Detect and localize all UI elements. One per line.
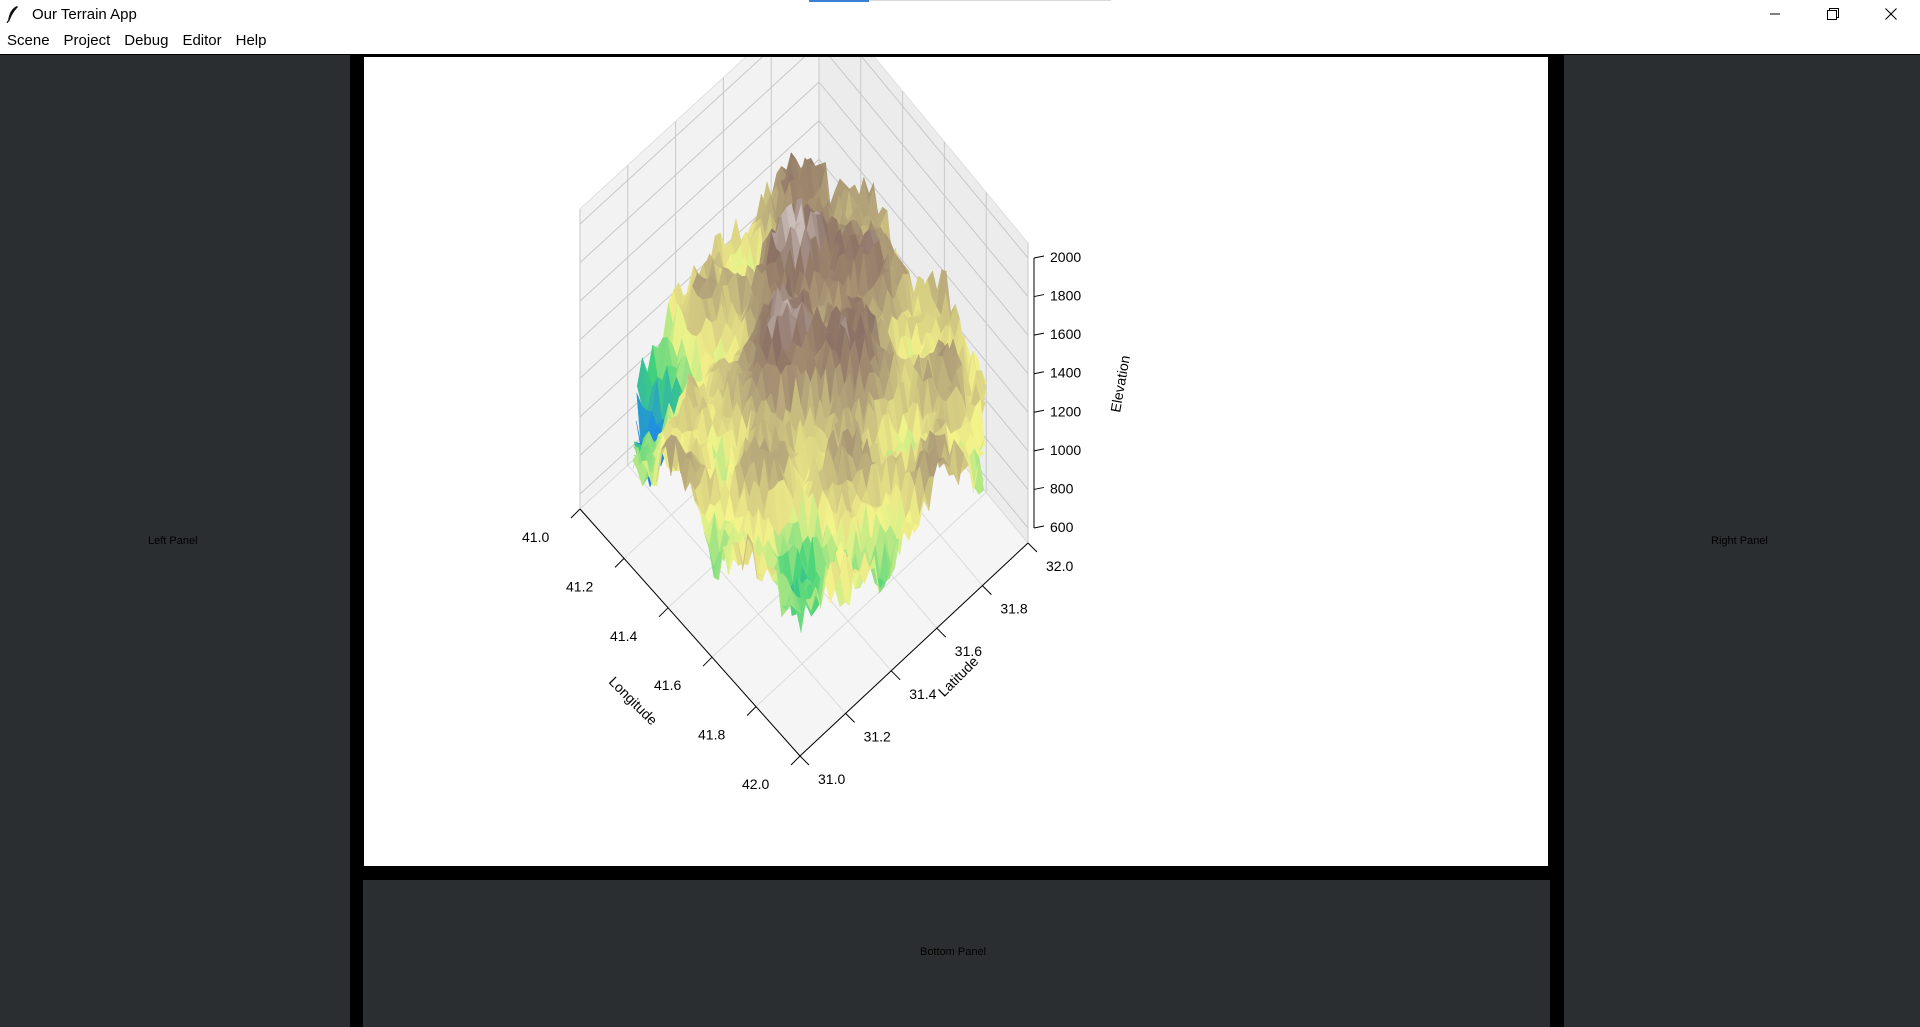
x-tick-mark <box>570 508 581 519</box>
y-tick-mark <box>799 755 810 766</box>
right-panel: Right Panel <box>1564 55 1920 1027</box>
window-title: Our Terrain App <box>32 5 137 23</box>
y-tick-label: 31.8 <box>1000 601 1027 617</box>
y-tick-mark <box>845 713 855 723</box>
close-icon <box>1885 8 1897 20</box>
y-tick-mark <box>982 585 992 595</box>
feather-icon <box>6 6 18 23</box>
x-tick-mark <box>702 656 713 667</box>
z-tick-mark <box>1033 448 1045 452</box>
menu-debug[interactable]: Debug <box>124 32 169 49</box>
left-panel: Left Panel <box>0 55 350 1027</box>
y-tick-label: 31.6 <box>955 643 982 659</box>
grid-line-x-floor <box>755 492 987 707</box>
x-tick-mark <box>746 706 757 716</box>
terrain-surface <box>632 152 988 633</box>
right-panel-label: Right Panel <box>1711 535 1768 547</box>
z-tick-label: 1600 <box>1050 326 1081 342</box>
y-tick-mark <box>1027 542 1038 553</box>
close-button[interactable] <box>1862 0 1920 28</box>
z-tick-label: 600 <box>1050 519 1074 535</box>
menu-scene[interactable]: Scene <box>7 32 50 49</box>
menu-editor[interactable]: Editor <box>182 32 222 49</box>
tick-marks <box>570 255 1045 766</box>
bottom-panel: Bottom Panel <box>363 880 1550 1027</box>
y-tick-mark <box>936 627 947 638</box>
menu-help[interactable]: Help <box>235 32 267 49</box>
menu-project[interactable]: Project <box>63 32 111 49</box>
minimize-button[interactable] <box>1746 0 1804 28</box>
z-tick-mark <box>1033 255 1045 259</box>
grid-line-z <box>579 119 1029 375</box>
grid-line-z <box>579 57 1029 259</box>
z-tick-mark <box>1033 371 1045 375</box>
z-tick-label: 1400 <box>1050 365 1081 381</box>
y-tick-mark <box>890 670 901 681</box>
x-tick-label: 41.6 <box>654 677 681 693</box>
terrain-3d-chart[interactable]: 41.0 41.2 41.4 41.6 41.8 42.0 31.0 31.2 31.4 31.6… <box>364 57 1548 866</box>
z-tick-mark <box>1033 486 1045 490</box>
z-tick-label: 1200 <box>1050 403 1081 419</box>
title-accent-line <box>869 0 1111 1</box>
terrain-plot-canvas[interactable]: 41.0 41.2 41.4 41.6 41.8 42.0 31.0 31.2 31.4 31.6… <box>364 57 1548 866</box>
x-tick-label: 41.4 <box>610 628 637 644</box>
grid-line-z <box>579 57 1029 297</box>
x-tick-label: 41.2 <box>566 578 593 594</box>
tick-labels: 41.0 41.2 41.4 41.6 41.8 42.0 31.0 31.2 31.4 31.6… <box>522 249 1081 792</box>
z-tick-label: 2000 <box>1050 249 1081 265</box>
y-tick-label: 32.0 <box>1046 558 1073 574</box>
x-tick-label: 41.0 <box>522 529 549 545</box>
minimize-icon <box>1770 13 1780 15</box>
axis-lines <box>579 258 1035 757</box>
grid-line-y-floor <box>627 464 846 714</box>
restore-icon <box>1827 8 1839 20</box>
window-controls <box>1746 0 1920 28</box>
z-tick-label: 1000 <box>1050 442 1081 458</box>
grid-line-z <box>579 81 1029 336</box>
x-tick-mark <box>790 755 801 766</box>
menu-bar: Scene Project Debug Editor Help <box>0 28 1920 54</box>
bottom-panel-label: Bottom Panel <box>920 946 987 958</box>
title-accent-bar <box>809 0 869 2</box>
z-tick-mark <box>1033 525 1045 529</box>
z-axis-title: Elevation <box>1107 354 1133 413</box>
y-tick-label: 31.0 <box>818 771 845 787</box>
z-tick-mark <box>1033 409 1045 413</box>
y-axis-line <box>799 542 1029 757</box>
x-tick-mark <box>614 558 625 568</box>
x-tick-mark <box>658 607 669 618</box>
y-tick-label: 31.2 <box>864 728 891 744</box>
z-tick-mark <box>1033 332 1045 336</box>
left-panel-label: Left Panel <box>148 535 198 547</box>
y-tick-label: 31.4 <box>909 686 936 702</box>
z-tick-label: 1800 <box>1050 288 1081 304</box>
title-bar: Our Terrain App <box>0 0 1920 28</box>
x-tick-label: 42.0 <box>742 776 769 792</box>
restore-button[interactable] <box>1804 0 1862 28</box>
x-axis-title: Longitude <box>606 673 661 728</box>
x-axis-line <box>579 508 801 757</box>
z-tick-label: 800 <box>1050 480 1074 496</box>
z-tick-mark <box>1033 294 1045 298</box>
surface-facet <box>844 568 855 606</box>
y-axis-title: Latitude <box>935 653 982 700</box>
x-tick-label: 41.8 <box>698 727 725 743</box>
